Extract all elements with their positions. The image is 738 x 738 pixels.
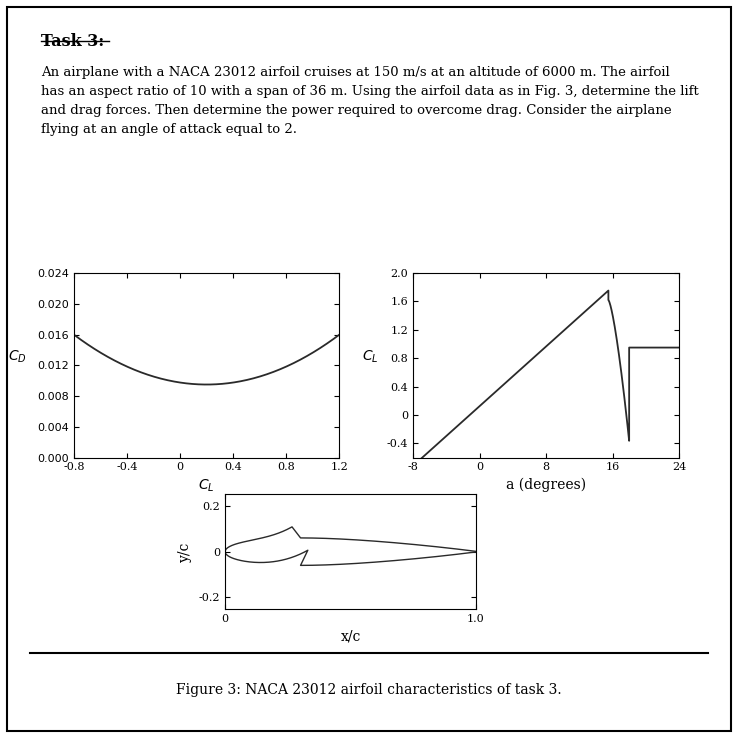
Text: Task 3:: Task 3: (41, 33, 104, 50)
Text: Figure 3: NACA 23012 airfoil characteristics of task 3.: Figure 3: NACA 23012 airfoil characteris… (176, 683, 562, 697)
Y-axis label: $C_L$: $C_L$ (362, 349, 379, 365)
X-axis label: a (degrees): a (degrees) (506, 478, 586, 492)
Text: An airplane with a NACA 23012 airfoil cruises at 150 m/s at an altitude of 6000 : An airplane with a NACA 23012 airfoil cr… (41, 66, 698, 137)
Y-axis label: y/c: y/c (178, 542, 192, 562)
Y-axis label: $C_D$: $C_D$ (8, 349, 27, 365)
X-axis label: x/c: x/c (340, 630, 361, 644)
X-axis label: $C_L$: $C_L$ (199, 478, 215, 494)
